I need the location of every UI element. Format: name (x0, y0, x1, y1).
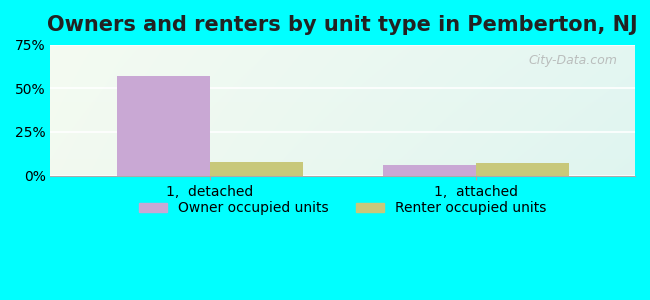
Bar (117, 76, 210, 176)
Text: City-Data.com: City-Data.com (528, 54, 618, 67)
Legend: Owner occupied units, Renter occupied units: Owner occupied units, Renter occupied un… (133, 196, 552, 221)
Title: Owners and renters by unit type in Pemberton, NJ: Owners and renters by unit type in Pembe… (47, 15, 638, 35)
Bar (476, 163, 569, 176)
Bar (210, 162, 303, 176)
Bar (383, 165, 476, 175)
